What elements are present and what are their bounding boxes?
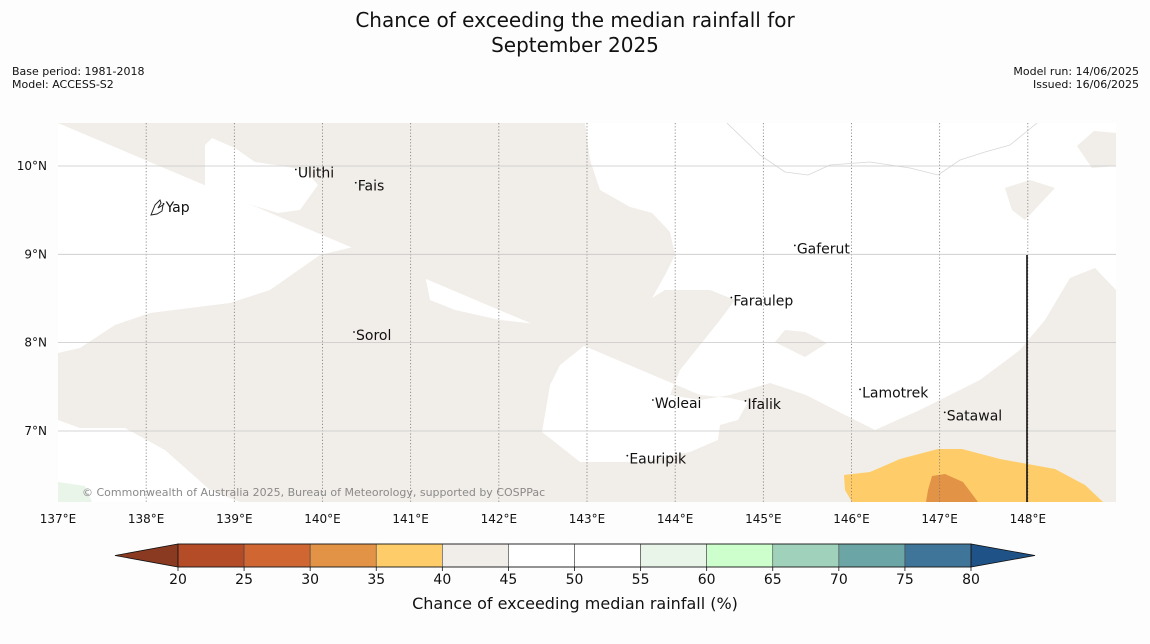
longitude-tick-label: 137°E — [40, 512, 77, 526]
title-line-1: Chance of exceeding the median rainfall … — [355, 8, 795, 32]
base-period: Base period: 1981-2018 — [12, 65, 145, 78]
place-labels: Yap Ulithi Fais Gaferut Faraulep Sorol Lamotre… — [162, 165, 1002, 468]
colorbar-tick-label: 20 — [169, 572, 187, 588]
field-40-45-sorol — [203, 318, 402, 437]
map-title: Chance of exceeding the median rainfall … — [0, 8, 1150, 58]
place-label: Woleai — [655, 396, 702, 412]
colorbar-caption: Chance of exceeding median rainfall (%) — [412, 594, 738, 613]
island-marker — [354, 181, 357, 184]
colorbar-tick-label: 75 — [896, 572, 914, 588]
place-label: Fais — [358, 179, 385, 195]
place-label: Ifalik — [747, 397, 781, 413]
place-label: Faraulep — [733, 294, 793, 310]
island-marker — [651, 399, 654, 401]
colorbar-bin — [177, 543, 245, 568]
longitude-tick-label: 140°E — [304, 512, 341, 526]
longitude-tick-label: 138°E — [128, 512, 165, 526]
model-run-date: Model run: 14/06/2025 — [1013, 65, 1139, 78]
colorbar-tick-label: 30 — [301, 572, 319, 588]
colorbar-bin — [442, 543, 509, 568]
colorbar-tick-label: 70 — [830, 572, 848, 588]
colorbar-bin — [838, 543, 906, 568]
longitude-tick-label: 139°E — [216, 512, 253, 526]
place-label: Lamotrek — [862, 385, 929, 401]
island-marker — [793, 244, 796, 247]
longitude-labels: 137°E 138°E 139°E 140°E 141°E 142°E 143°E 144°E… — [40, 512, 1046, 526]
island-marker — [943, 411, 946, 414]
colorbar-tick-label: 60 — [698, 572, 716, 588]
colorbar-tick-label: 55 — [632, 572, 650, 588]
longitude-tick-label: 145°E — [745, 512, 782, 526]
colorbar-low-extend — [114, 543, 179, 568]
colorbar-bin — [640, 543, 707, 568]
colorbar-tick-label: 25 — [235, 572, 253, 588]
colorbar-bin — [706, 543, 774, 568]
title-line-2: September 2025 — [491, 33, 659, 57]
field-40-45-faraulep-east — [775, 330, 827, 357]
field-45-55-west — [58, 420, 240, 502]
yap-island-outline — [150, 199, 164, 216]
colorbar-bin — [574, 543, 641, 568]
latitude-tick-label: 9°N — [24, 247, 47, 261]
longitude-tick-label: 148°E — [1010, 512, 1047, 526]
field-40-45-northeast-b — [1077, 131, 1116, 168]
field-45-55-north — [205, 138, 318, 213]
island-marker — [626, 454, 629, 457]
latitude-labels: 10°N 9°N 8°N 7°N — [17, 159, 47, 438]
place-label: Yap — [165, 200, 190, 216]
colorbar-bin — [904, 543, 972, 568]
longitude-tick-label: 142°E — [481, 512, 518, 526]
place-label: Ulithi — [298, 165, 334, 181]
longitude-tick-label: 141°E — [392, 512, 429, 526]
place-label: Eauripik — [629, 452, 687, 468]
colorbar-tick-label: 50 — [566, 572, 584, 588]
island-marker — [353, 331, 355, 333]
colorbar-tick-label: 40 — [433, 572, 451, 588]
colorbar-bin — [375, 543, 443, 568]
longitude-tick-label: 147°E — [921, 512, 958, 526]
field-40-45-northeast-a — [1005, 180, 1055, 220]
colorbar-tick-label: 65 — [764, 572, 782, 588]
colorbar-tick-label: 35 — [367, 572, 385, 588]
island-marker — [730, 296, 733, 299]
colorbar-bin — [243, 543, 311, 568]
copyright-notice: © Commonwealth of Australia 2025, Bureau… — [82, 486, 545, 499]
longitude-tick-label: 146°E — [833, 512, 870, 526]
latitude-tick-label: 7°N — [24, 424, 47, 438]
longitude-tick-label: 144°E — [657, 512, 694, 526]
colorbar-bin — [772, 543, 840, 568]
latitude-tick-label: 8°N — [24, 336, 47, 350]
graticule — [58, 123, 1116, 502]
colorbar-tick-label: 80 — [962, 572, 980, 588]
island-marker — [162, 203, 165, 205]
field-30-35-southeast — [926, 474, 978, 502]
island-marker — [294, 168, 297, 171]
colorbar-bin — [508, 543, 575, 568]
contour-north — [726, 123, 1038, 176]
meta-right: Model run: 14/06/2025 Issued: 16/06/2025 — [1013, 65, 1139, 91]
island-marker — [859, 388, 861, 391]
model-name: Model: ACCESS-S2 — [12, 78, 114, 91]
issued-date: Issued: 16/06/2025 — [1032, 78, 1139, 91]
field-55-60-southwest — [58, 482, 92, 502]
longitude-tick-label: 143°E — [569, 512, 606, 526]
meta-left: Base period: 1981-2018 Model: ACCESS-S2 — [12, 65, 144, 91]
place-label: Satawal — [947, 408, 1002, 424]
latitude-tick-label: 10°N — [17, 159, 47, 173]
colorbar-high-extend — [970, 543, 1036, 568]
place-label: Sorol — [356, 328, 391, 344]
colorbar-bin — [309, 543, 377, 568]
colorbar-tick-label: 45 — [500, 572, 518, 588]
colorbar: 20 25 30 35 40 45 50 55 60 65 70 75 80 — [114, 543, 1036, 588]
field-35-40-southeast — [844, 449, 1103, 502]
place-label: Gaferut — [797, 241, 851, 257]
island-marker — [744, 400, 747, 402]
